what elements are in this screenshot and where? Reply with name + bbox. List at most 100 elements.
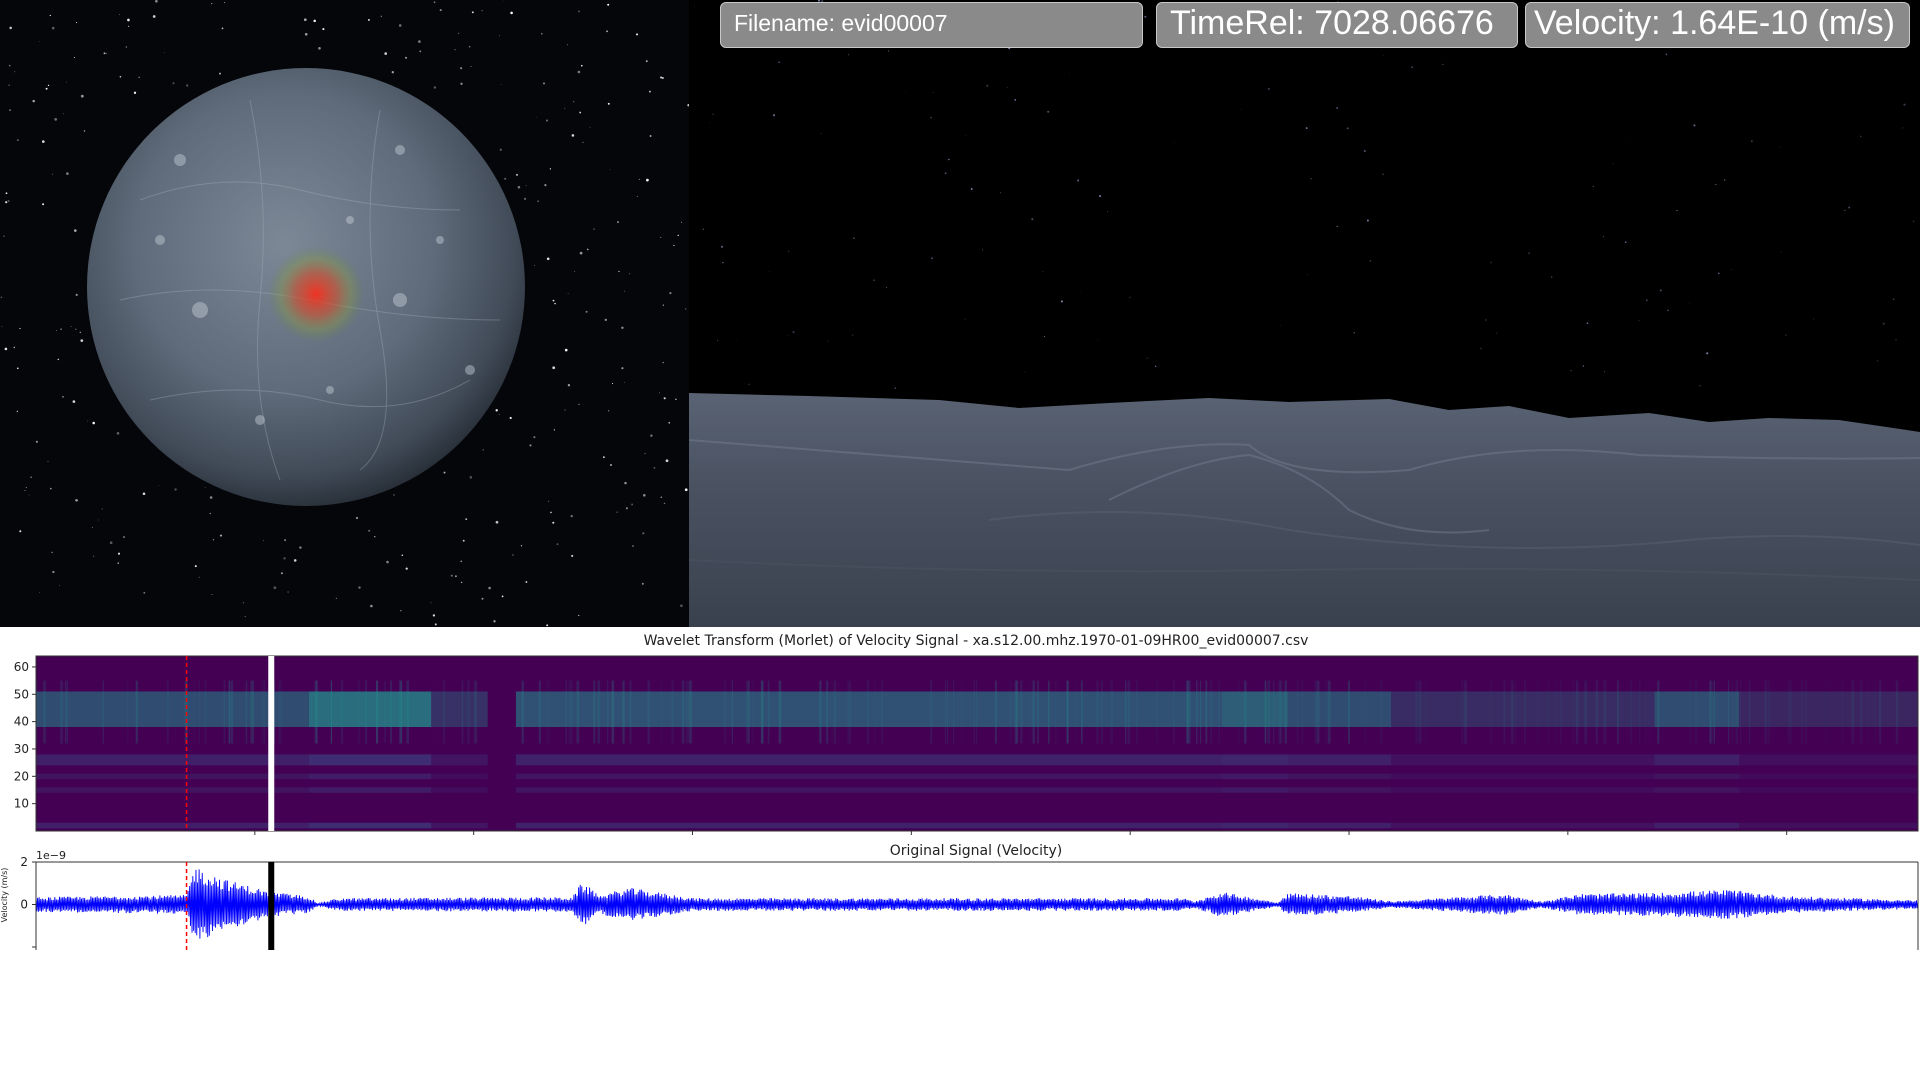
star xyxy=(49,14,51,17)
star xyxy=(1667,309,1669,312)
wavelet-stripe xyxy=(1657,680,1660,744)
star xyxy=(30,476,32,478)
star xyxy=(606,30,609,33)
wavelet-stripe xyxy=(1048,681,1050,744)
star xyxy=(503,0,505,1)
star xyxy=(24,490,26,492)
wavelet-stripe xyxy=(779,680,782,744)
wavelet-stripe xyxy=(1014,680,1017,744)
star xyxy=(573,101,575,103)
wavelet-band-cell xyxy=(308,822,432,829)
star xyxy=(393,494,395,496)
wavelet-stripe xyxy=(1321,681,1322,744)
wavelet-stripe xyxy=(102,680,104,744)
terrain-canvas xyxy=(689,0,1920,627)
star xyxy=(660,76,663,79)
star xyxy=(75,22,78,24)
wavelet-stripe xyxy=(231,680,234,744)
wavelet-stripe xyxy=(1267,680,1271,744)
star xyxy=(51,551,53,553)
wavelet-stripe xyxy=(995,680,997,744)
star xyxy=(1485,319,1487,321)
wavelet-stripe xyxy=(761,680,764,744)
star xyxy=(853,237,855,240)
star xyxy=(138,76,140,78)
wavelet-stripe xyxy=(577,680,579,744)
wavelet-band-cell xyxy=(1391,822,1655,829)
star xyxy=(1268,88,1270,90)
wavelet-frame xyxy=(35,655,1919,832)
wavelet-segment xyxy=(308,680,432,829)
star xyxy=(546,119,548,122)
wavelet-stripe xyxy=(731,680,733,744)
star xyxy=(283,557,286,560)
filename-readout: Filename: evid00007 xyxy=(720,2,1143,48)
wavelet-stripe xyxy=(1491,680,1493,744)
wavelet-band-cell xyxy=(515,822,1222,829)
star xyxy=(571,554,574,557)
wavelet-stripe xyxy=(273,680,276,744)
wavelet-stripe xyxy=(198,680,200,744)
star xyxy=(677,234,679,236)
star xyxy=(471,11,474,14)
star xyxy=(570,514,573,518)
star xyxy=(470,65,472,67)
signal-ytick-label: 2 xyxy=(20,855,28,869)
star xyxy=(578,10,580,13)
wavelet-stripe xyxy=(434,680,436,744)
wavelet-stripe xyxy=(681,680,685,744)
wavelet-segment xyxy=(1287,680,1391,829)
moon-globe-view[interactable] xyxy=(0,0,689,627)
star xyxy=(209,496,213,499)
wavelet-stripe xyxy=(819,680,822,744)
star xyxy=(143,591,146,594)
wavelet-stripe xyxy=(244,680,247,744)
star xyxy=(1688,302,1690,304)
star xyxy=(1895,339,1897,341)
wavelet-stripe xyxy=(1076,681,1078,744)
wavelet-band-cell xyxy=(308,773,432,780)
star xyxy=(944,172,947,175)
wavelet-stripe xyxy=(60,680,63,744)
star xyxy=(642,532,645,535)
star xyxy=(41,140,45,143)
wavelet-band-cell xyxy=(36,773,309,780)
wavelet-stripe xyxy=(1767,680,1769,744)
star xyxy=(1382,173,1384,176)
wavelet-stripe xyxy=(400,680,402,744)
wavelet-stripe xyxy=(401,680,403,744)
star xyxy=(322,28,325,31)
wavelet-stripe xyxy=(833,680,837,744)
wavelet-stripe xyxy=(1348,681,1350,744)
star xyxy=(663,502,666,505)
wavelet-stripe xyxy=(1645,680,1647,744)
star xyxy=(1068,72,1070,74)
star xyxy=(450,574,453,577)
wavelet-stripe xyxy=(384,680,386,744)
star xyxy=(194,565,197,568)
star xyxy=(1346,127,1349,130)
star xyxy=(1751,140,1753,142)
star xyxy=(19,327,21,330)
star xyxy=(635,33,639,36)
star xyxy=(80,339,84,342)
star xyxy=(564,107,566,109)
wavelet-stripe xyxy=(576,680,577,744)
wavelet-stripe xyxy=(1419,680,1422,744)
wavelet-band-cell xyxy=(1391,773,1655,780)
lunar-terrain-view[interactable] xyxy=(689,0,1920,627)
wavelet-stripe xyxy=(1620,681,1622,744)
star xyxy=(465,518,468,520)
wavelet-stripe xyxy=(245,680,248,744)
star xyxy=(1080,292,1082,293)
wavelet-band-cell xyxy=(515,787,1222,793)
signal-series-line xyxy=(35,869,1919,939)
star xyxy=(564,348,568,352)
star xyxy=(8,64,11,67)
wavelet-stripe xyxy=(1173,680,1175,744)
star xyxy=(125,46,127,48)
star xyxy=(1638,319,1640,322)
wavelet-stripe xyxy=(748,680,750,744)
star xyxy=(629,273,631,275)
star xyxy=(661,77,664,79)
